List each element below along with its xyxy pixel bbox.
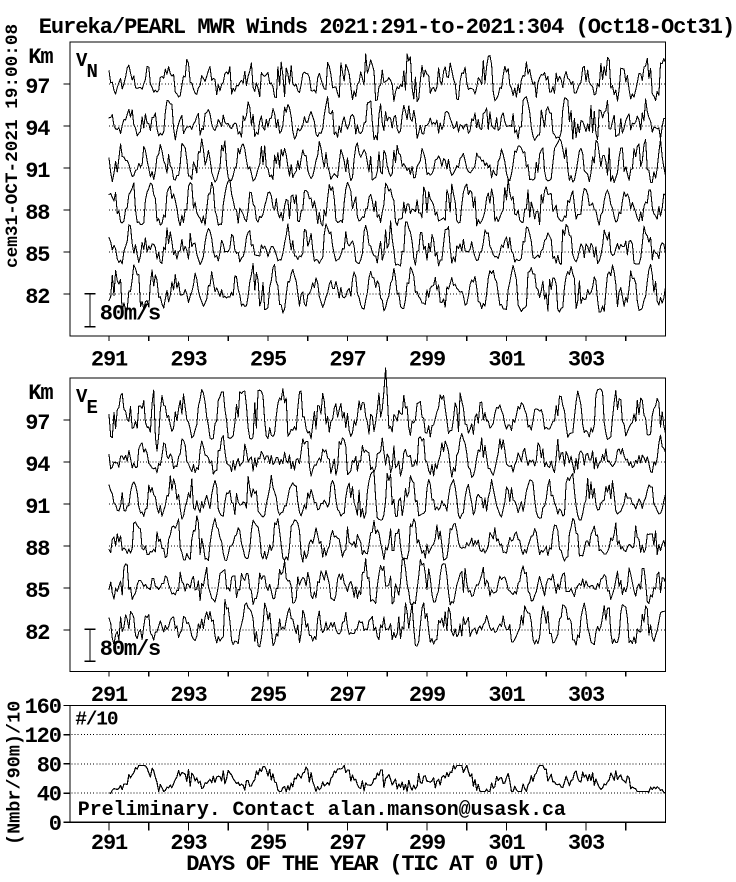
svg-text:80m/s: 80m/s: [100, 637, 160, 662]
svg-text:293: 293: [170, 348, 207, 373]
svg-text:120: 120: [25, 724, 61, 749]
svg-text:85: 85: [25, 579, 50, 604]
svg-text:297: 297: [329, 348, 365, 373]
svg-text:299: 299: [409, 831, 445, 856]
svg-text:82: 82: [25, 285, 49, 310]
svg-text:297: 297: [329, 683, 365, 708]
svg-text:V: V: [76, 50, 88, 72]
svg-text:301: 301: [488, 348, 525, 373]
svg-text:295: 295: [250, 683, 287, 708]
svg-text:88: 88: [25, 201, 50, 226]
svg-text:295: 295: [250, 831, 287, 856]
svg-text:97: 97: [25, 411, 49, 436]
svg-text:Eureka/PEARL MWR Winds 2021:29: Eureka/PEARL MWR Winds 2021:291-to-2021:…: [39, 15, 735, 40]
svg-text:80: 80: [37, 753, 61, 778]
svg-text:N: N: [87, 61, 98, 83]
svg-text:293: 293: [170, 831, 207, 856]
svg-text:303: 303: [568, 683, 605, 708]
svg-text:91: 91: [25, 495, 50, 520]
svg-text:293: 293: [170, 683, 207, 708]
svg-text:Km: Km: [28, 45, 53, 70]
svg-text:94: 94: [25, 117, 50, 142]
svg-text:V: V: [76, 386, 88, 408]
svg-text:88: 88: [25, 537, 50, 562]
svg-text:85: 85: [25, 243, 50, 268]
svg-text:160: 160: [25, 695, 61, 720]
svg-text:303: 303: [568, 348, 605, 373]
svg-text:299: 299: [409, 683, 445, 708]
svg-text:299: 299: [409, 348, 445, 373]
svg-text:291: 291: [91, 683, 128, 708]
svg-text:E: E: [87, 397, 98, 419]
svg-text:94: 94: [25, 453, 50, 478]
svg-text:Preliminary. Contact alan.mans: Preliminary. Contact alan.manson@usask.c…: [78, 799, 566, 822]
svg-text:91: 91: [25, 159, 50, 184]
svg-text:80m/s: 80m/s: [100, 302, 160, 327]
svg-text:cem31-OCT-2021 19:00:08: cem31-OCT-2021 19:00:08: [3, 24, 23, 268]
svg-text:297: 297: [329, 831, 365, 856]
svg-text:291: 291: [91, 831, 128, 856]
svg-text:295: 295: [250, 348, 287, 373]
svg-text:Km: Km: [28, 381, 53, 406]
svg-text:301: 301: [488, 831, 525, 856]
svg-text:DAYS OF THE YEAR (TIC AT 0 UT): DAYS OF THE YEAR (TIC AT 0 UT): [186, 852, 545, 877]
svg-text:301: 301: [488, 683, 525, 708]
svg-text:#/10: #/10: [75, 709, 118, 731]
svg-text:97: 97: [25, 75, 49, 100]
svg-text:0: 0: [49, 812, 61, 837]
svg-text:291: 291: [91, 348, 128, 373]
svg-text:40: 40: [37, 783, 61, 808]
svg-text:303: 303: [568, 831, 605, 856]
svg-text:82: 82: [25, 621, 49, 646]
svg-text:(Nmbr/90m)/10: (Nmbr/90m)/10: [5, 701, 26, 845]
